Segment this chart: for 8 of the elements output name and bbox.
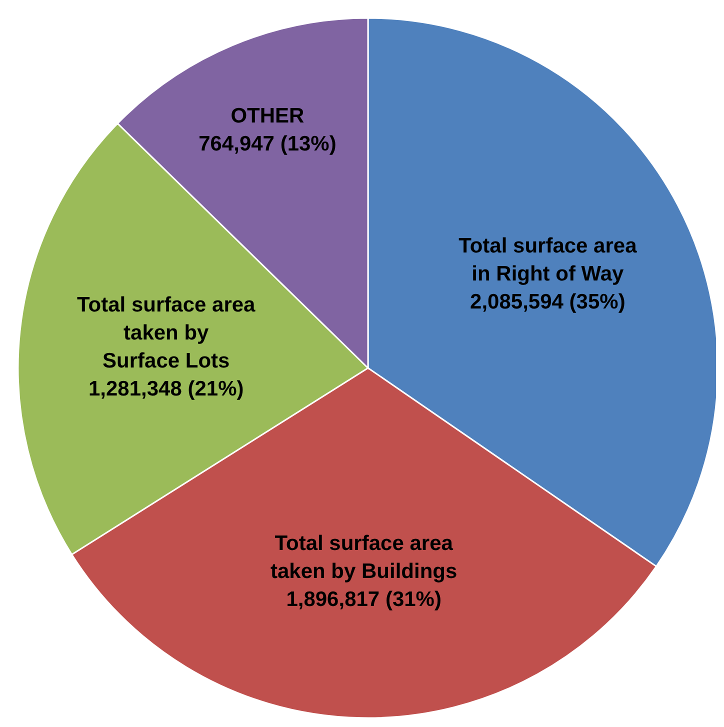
slice-label: OTHER [230, 104, 304, 127]
data-label: 764,947 (13%) [198, 132, 336, 155]
data-label: 1,896,817 (31%) [286, 587, 442, 610]
slice-label: Total surface area taken by Surface Lots [77, 293, 256, 372]
slice-label: Total surface area in Right of Way [458, 234, 638, 286]
data-label: 1,281,348 (21%) [88, 377, 244, 400]
data-label: 2,085,594 (35%) [470, 290, 626, 314]
slice-label: Total surface area taken by Buildings [270, 531, 458, 582]
